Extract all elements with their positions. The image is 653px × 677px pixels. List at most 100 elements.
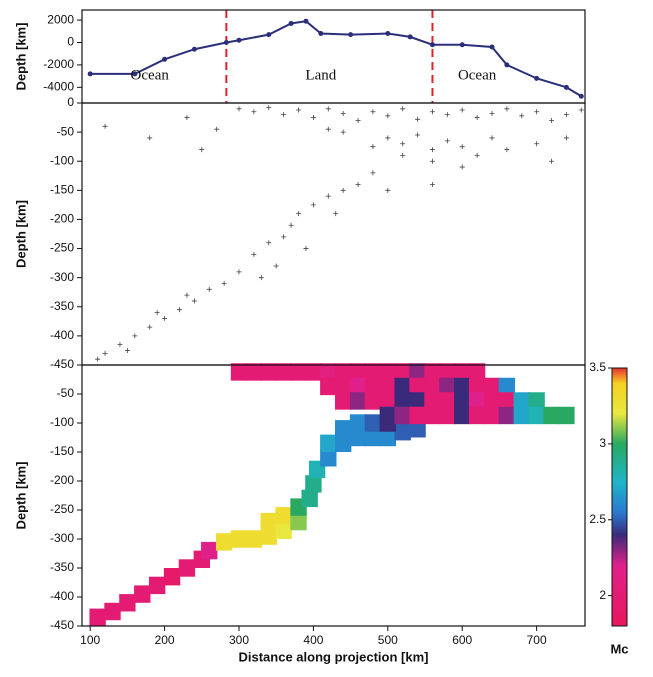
earthquake bbox=[415, 132, 421, 138]
x-axis-label: Distance along projection [km] bbox=[239, 649, 429, 664]
plot-frame bbox=[81, 9, 586, 104]
mc-cell bbox=[409, 377, 426, 396]
mc-cell bbox=[364, 377, 382, 396]
earthquake bbox=[236, 269, 242, 275]
mc-cell bbox=[349, 392, 367, 410]
y-tick-label: -150 bbox=[50, 444, 74, 458]
earthquake bbox=[519, 113, 525, 119]
earthquake bbox=[258, 275, 264, 281]
mc-cell bbox=[439, 392, 456, 410]
mc-cell bbox=[349, 428, 367, 447]
mc-cell bbox=[483, 377, 501, 396]
earthquake bbox=[429, 147, 435, 153]
earthquake bbox=[444, 138, 450, 144]
mc-cell bbox=[320, 377, 337, 396]
mc-cell bbox=[424, 406, 441, 425]
y-tick-label: -400 bbox=[50, 589, 74, 603]
y-tick-label: -250 bbox=[50, 241, 74, 255]
topography-point bbox=[223, 39, 229, 45]
topography-point bbox=[236, 37, 242, 43]
topography-point bbox=[407, 34, 413, 40]
mc-cell bbox=[305, 475, 322, 493]
earthquake bbox=[325, 126, 331, 132]
colorbar-tick-label: 2.5 bbox=[589, 512, 606, 526]
earthquake bbox=[325, 193, 331, 199]
earthquake bbox=[214, 126, 220, 132]
y-tick-label: -350 bbox=[50, 560, 74, 574]
y-axis-label: Depth [km] bbox=[13, 200, 28, 268]
earthquake bbox=[429, 109, 435, 115]
mc-cell bbox=[290, 512, 307, 531]
earthquake bbox=[459, 144, 465, 150]
earthquake bbox=[429, 182, 435, 188]
mc-cell bbox=[290, 363, 307, 381]
earthquake bbox=[132, 333, 138, 339]
earthquake bbox=[504, 106, 510, 112]
mc-cell bbox=[454, 377, 471, 396]
mc-cell bbox=[215, 533, 233, 551]
mc-cell bbox=[379, 428, 397, 447]
mc-cell bbox=[275, 363, 292, 381]
mc-cell bbox=[468, 363, 486, 381]
earthquake bbox=[266, 105, 272, 111]
mc-cell bbox=[468, 406, 486, 425]
mc-cell bbox=[134, 585, 151, 603]
earthquake bbox=[385, 187, 391, 193]
topography-point bbox=[459, 42, 465, 48]
mc-cell bbox=[163, 568, 181, 586]
mc-cell bbox=[334, 420, 352, 438]
mc-cell bbox=[334, 392, 352, 410]
mc-cell bbox=[498, 392, 516, 410]
topography-point bbox=[162, 56, 168, 62]
earthquake bbox=[102, 350, 108, 356]
earthquake bbox=[199, 147, 205, 153]
mc-cell bbox=[349, 377, 367, 396]
mc-cell bbox=[394, 363, 411, 381]
y-tick-label: -2000 bbox=[43, 57, 74, 71]
mc-cell bbox=[104, 602, 121, 621]
x-tick-label: 600 bbox=[452, 633, 472, 647]
mc-cell bbox=[409, 406, 426, 425]
y-tick-label: 0 bbox=[67, 95, 74, 109]
mc-cell bbox=[349, 363, 367, 381]
earthquake bbox=[147, 135, 153, 141]
annotation: Land bbox=[305, 68, 336, 84]
y-tick-label: -450 bbox=[50, 618, 74, 632]
mc-cell bbox=[543, 406, 560, 425]
earthquake bbox=[251, 251, 257, 257]
mc-cell bbox=[379, 406, 397, 425]
earthquake bbox=[400, 152, 406, 158]
topography-point bbox=[563, 84, 569, 90]
topography-point bbox=[87, 71, 93, 77]
earthquake bbox=[459, 164, 465, 170]
earthquake bbox=[355, 182, 361, 188]
y-axis-label: Depth [km] bbox=[13, 23, 28, 91]
mc-cell bbox=[334, 434, 352, 452]
y-tick-label: -450 bbox=[50, 357, 74, 371]
earthquake bbox=[236, 106, 242, 112]
x-tick-label: 200 bbox=[155, 633, 175, 647]
earthquake bbox=[400, 106, 406, 112]
colorbar-tick-label: 2 bbox=[599, 588, 606, 602]
mc-cell bbox=[349, 414, 367, 432]
earthquake bbox=[251, 109, 257, 115]
y-tick-label: -4000 bbox=[43, 79, 74, 93]
earthquake bbox=[400, 141, 406, 147]
colorbar-tick-label: 3 bbox=[599, 436, 606, 450]
mc-cell bbox=[379, 392, 397, 410]
topography-point bbox=[348, 32, 354, 38]
earthquake bbox=[176, 307, 182, 313]
earthquake bbox=[415, 116, 421, 122]
earthquake bbox=[355, 117, 361, 123]
earthquake bbox=[184, 115, 190, 121]
earthquake bbox=[303, 246, 309, 252]
earthquake bbox=[206, 286, 212, 292]
mc-cell bbox=[439, 406, 456, 425]
earthquake bbox=[563, 112, 569, 118]
y-tick-label: -150 bbox=[50, 183, 74, 197]
mc-cell bbox=[528, 406, 545, 425]
mc-cell bbox=[454, 363, 471, 381]
mc-cell bbox=[230, 363, 248, 381]
mc-cell bbox=[394, 377, 411, 396]
